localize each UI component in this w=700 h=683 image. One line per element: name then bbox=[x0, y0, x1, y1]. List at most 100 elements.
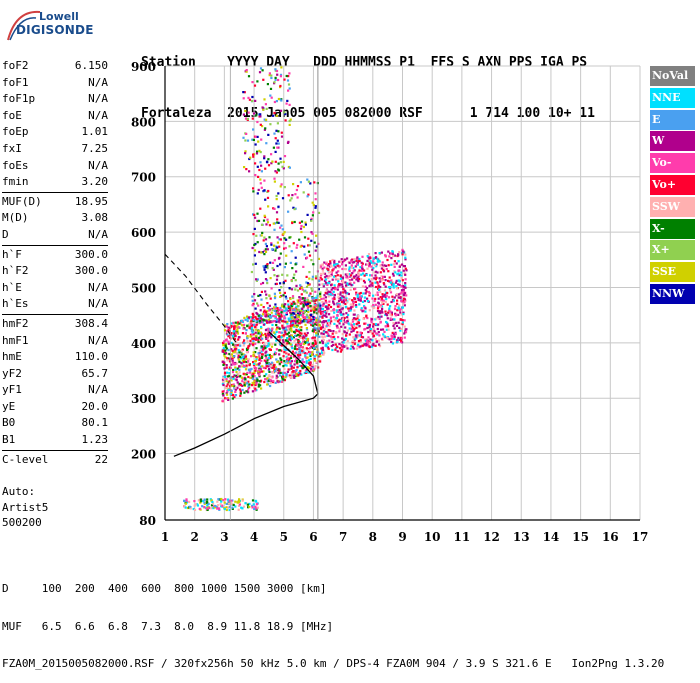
echo-point bbox=[226, 333, 229, 336]
echo-point bbox=[296, 299, 299, 302]
echo-point bbox=[348, 275, 351, 278]
echo-point bbox=[198, 507, 201, 510]
echo-point bbox=[252, 155, 255, 158]
echo-point bbox=[329, 317, 332, 320]
echo-point bbox=[297, 372, 301, 375]
echo-point bbox=[278, 315, 281, 318]
echo-point bbox=[285, 344, 288, 347]
echo-point bbox=[228, 366, 231, 369]
echo-point bbox=[247, 380, 250, 383]
echo-point bbox=[263, 155, 266, 158]
echo-point bbox=[260, 370, 263, 373]
echo-point bbox=[248, 364, 251, 367]
echo-point bbox=[287, 353, 290, 356]
echo-point bbox=[307, 193, 310, 196]
echo-point bbox=[237, 321, 240, 324]
echo-point bbox=[184, 502, 188, 505]
echo-point bbox=[294, 279, 297, 282]
echo-point bbox=[254, 389, 257, 392]
echo-point bbox=[227, 326, 230, 329]
echo-point bbox=[277, 162, 280, 165]
echo-point bbox=[279, 282, 282, 285]
echo-point bbox=[321, 307, 324, 311]
echo-point bbox=[327, 282, 330, 285]
echo-point bbox=[288, 166, 291, 169]
echo-point bbox=[283, 317, 286, 320]
echo-point bbox=[310, 219, 313, 222]
echo-point bbox=[313, 328, 316, 331]
echo-point bbox=[317, 308, 320, 311]
legend-item-vo-: Vo+ bbox=[650, 174, 695, 195]
echo-point bbox=[253, 293, 256, 296]
echo-point bbox=[310, 287, 313, 290]
echo-point bbox=[376, 282, 380, 285]
echo-point bbox=[320, 278, 324, 281]
echo-point bbox=[294, 310, 297, 313]
echo-point bbox=[280, 66, 283, 69]
echo-point bbox=[246, 317, 249, 320]
echo-point bbox=[310, 259, 313, 262]
polarization-legend: NoVal NNE E W Vo- Vo+ SSW X- X+ SSE NNW bbox=[650, 66, 695, 306]
echo-point bbox=[327, 295, 330, 298]
echo-point bbox=[313, 368, 316, 371]
echo-point bbox=[372, 261, 375, 264]
echo-point bbox=[376, 327, 379, 331]
echo-point bbox=[404, 328, 407, 331]
echo-point bbox=[286, 360, 289, 363]
echo-point bbox=[242, 372, 245, 375]
echo-point bbox=[228, 377, 231, 380]
echo-point bbox=[273, 244, 276, 247]
echo-point bbox=[372, 327, 376, 330]
echo-point bbox=[273, 180, 276, 183]
echo-point bbox=[260, 325, 263, 329]
echo-point bbox=[348, 323, 351, 326]
echo-point bbox=[299, 326, 302, 329]
echo-point bbox=[352, 270, 355, 273]
echo-point bbox=[253, 84, 257, 87]
echo-point bbox=[309, 361, 312, 364]
echo-point bbox=[320, 297, 323, 301]
echo-point bbox=[304, 364, 307, 367]
y-tick-label: 600 bbox=[131, 226, 156, 240]
echo-point bbox=[278, 339, 281, 342]
echo-point bbox=[235, 325, 238, 328]
echo-point bbox=[244, 152, 247, 155]
echo-point bbox=[303, 310, 307, 314]
echo-point bbox=[251, 333, 254, 336]
echo-point bbox=[328, 280, 331, 283]
echo-point bbox=[344, 295, 347, 298]
echo-point bbox=[267, 358, 270, 361]
echo-point bbox=[336, 320, 340, 323]
echo-point bbox=[330, 291, 333, 294]
echo-point bbox=[346, 339, 349, 343]
echo-point bbox=[302, 191, 305, 194]
echo-point bbox=[278, 349, 281, 352]
echo-point bbox=[311, 351, 314, 354]
echo-point bbox=[362, 279, 366, 282]
echo-point bbox=[268, 343, 271, 346]
echo-point bbox=[306, 366, 309, 369]
echo-point bbox=[276, 264, 279, 268]
echo-point bbox=[298, 335, 301, 338]
echo-point bbox=[382, 299, 385, 302]
echo-point bbox=[310, 369, 313, 372]
echo-point bbox=[342, 323, 345, 326]
echo-point bbox=[230, 341, 233, 344]
echo-point bbox=[405, 294, 408, 297]
echo-point bbox=[403, 272, 406, 275]
echo-point bbox=[397, 272, 400, 275]
echo-point bbox=[254, 307, 257, 310]
echo-point bbox=[319, 272, 322, 275]
echo-point bbox=[404, 267, 407, 270]
echo-point bbox=[276, 307, 279, 310]
echo-point bbox=[309, 354, 312, 357]
echo-point bbox=[396, 273, 399, 276]
echo-point bbox=[311, 363, 314, 367]
echo-point bbox=[305, 275, 308, 278]
echo-point bbox=[262, 108, 265, 111]
echo-point bbox=[326, 308, 329, 311]
echo-point bbox=[240, 324, 244, 327]
echo-point bbox=[262, 310, 265, 314]
echo-point bbox=[350, 266, 353, 269]
echo-point bbox=[379, 304, 383, 307]
